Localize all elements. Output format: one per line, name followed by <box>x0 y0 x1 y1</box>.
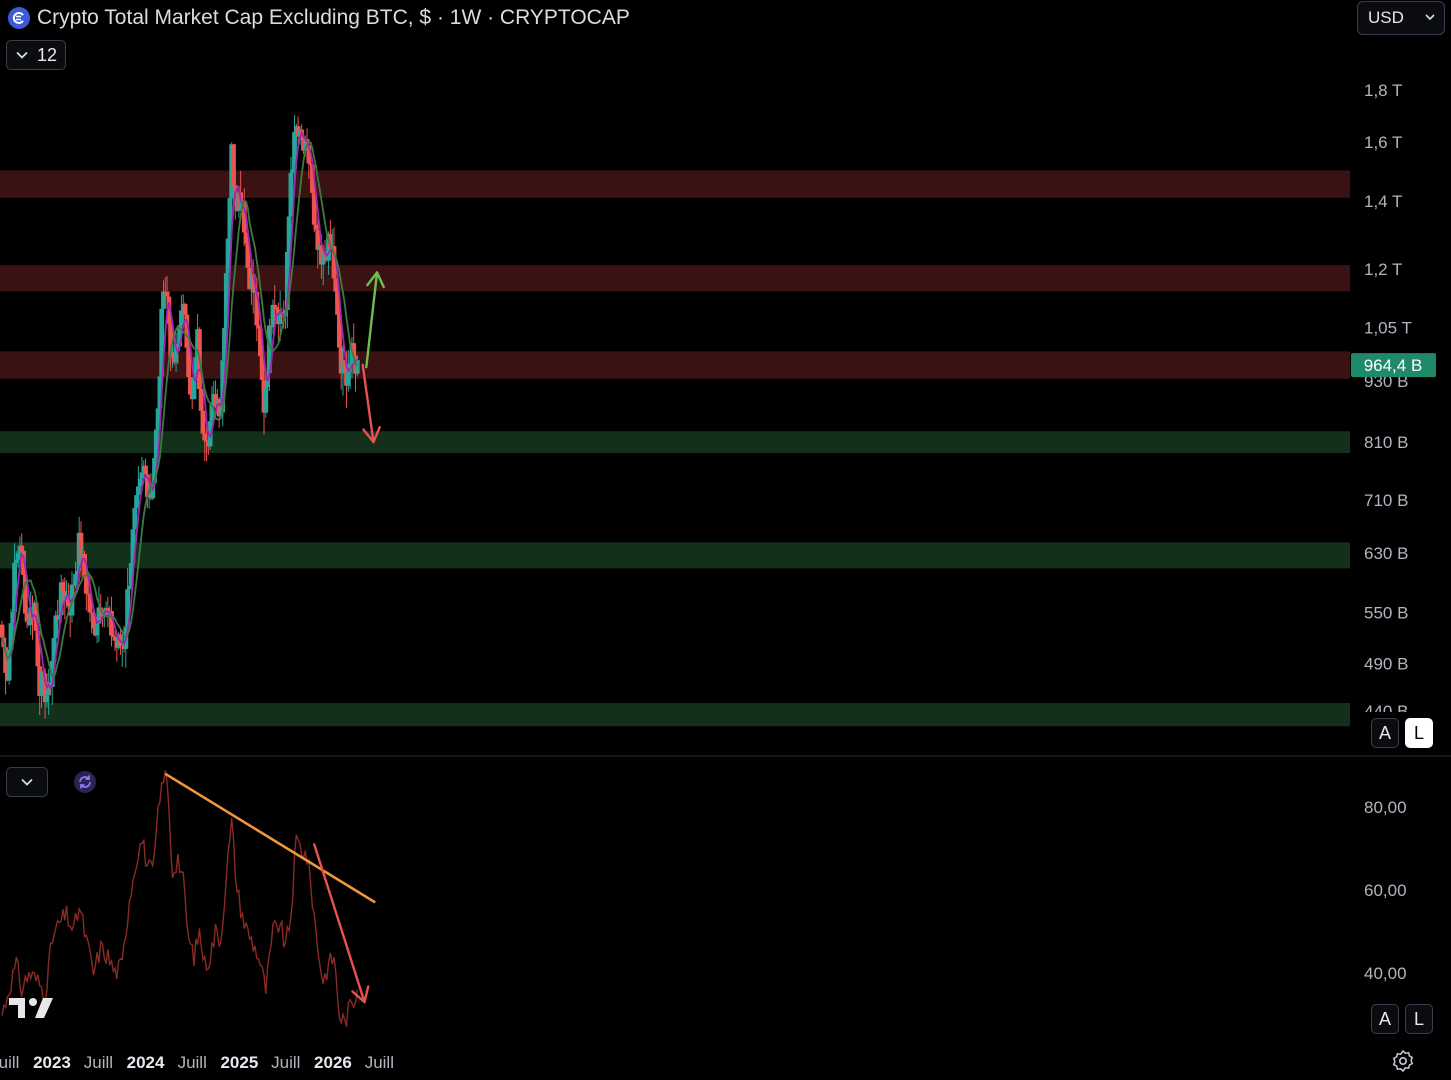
candle <box>315 216 321 269</box>
candle <box>135 466 141 509</box>
candle <box>336 299 342 357</box>
tradingview-logo-icon[interactable] <box>9 996 55 1025</box>
support-zone-5 <box>0 703 1350 727</box>
y-tick-label: 1,05 T <box>1364 319 1412 338</box>
chart-title: Crypto Total Market Cap Excluding BTC, $… <box>37 6 630 29</box>
last-price-label: 964,4 B <box>1364 356 1423 375</box>
candle <box>340 344 346 396</box>
candle <box>173 332 179 372</box>
x-tick-label: 2026 <box>314 1053 352 1072</box>
candle <box>78 521 84 578</box>
candle <box>73 561 78 589</box>
resistance-zone-1 <box>0 265 1350 292</box>
y-tick-label: 810 B <box>1364 433 1408 452</box>
candle <box>19 533 25 553</box>
candle <box>179 295 184 328</box>
candle <box>161 280 166 329</box>
candle <box>168 318 174 372</box>
y-tick-label: 1,6 T <box>1364 133 1402 152</box>
rsi-down-arrow-annotation <box>313 843 370 1004</box>
candle <box>96 586 102 642</box>
y-tick-label: 1,8 T <box>1364 81 1402 100</box>
chevron-down-icon <box>16 51 28 59</box>
candle <box>184 308 190 348</box>
rsi-y-tick-label: 40,00 <box>1364 964 1407 983</box>
candle <box>222 322 227 366</box>
candle <box>313 213 319 232</box>
candle <box>110 633 116 638</box>
currency-value: USD <box>1368 8 1404 27</box>
rsi-y-tick-label: 60,00 <box>1364 881 1407 900</box>
slow-moving-average-line <box>1 141 358 679</box>
up-arrow-annotation <box>365 271 385 369</box>
support-zone-4 <box>0 542 1350 569</box>
y-tick-label: 1,2 T <box>1364 260 1402 279</box>
x-tick-label: 2025 <box>220 1053 258 1072</box>
y-tick-label: 550 B <box>1364 604 1408 623</box>
chevron-down-icon <box>1425 14 1435 21</box>
candle <box>331 227 337 287</box>
rsi-y-tick-label: 80,00 <box>1364 798 1407 817</box>
candle <box>143 458 148 476</box>
rsi-pane-toggle-button[interactable] <box>6 767 48 797</box>
x-tick-label: Juill <box>0 1053 19 1072</box>
rsi-auto-scale-button[interactable]: A <box>1371 1004 1399 1034</box>
refresh-icon[interactable] <box>71 768 99 796</box>
candle <box>351 323 357 358</box>
candle <box>35 630 41 670</box>
rsi-log-scale-button[interactable]: L <box>1405 1004 1433 1034</box>
candle <box>12 543 17 626</box>
candle <box>266 318 272 392</box>
auto-scale-button[interactable]: A <box>1371 718 1399 748</box>
log-scale-button[interactable]: L <box>1405 718 1433 748</box>
candle <box>188 370 193 396</box>
currency-select[interactable]: USD <box>1357 1 1445 35</box>
down-arrow-annotation <box>361 363 381 444</box>
indicators-toggle-button[interactable]: 12 <box>6 40 66 70</box>
crypto-logo-icon <box>8 7 30 29</box>
candle <box>245 233 251 270</box>
x-tick-label: Juill <box>178 1053 207 1072</box>
candle <box>202 425 208 461</box>
fast-moving-average-line <box>1 130 358 690</box>
chart-header: Crypto Total Market Cap Excluding BTC, $… <box>8 4 630 32</box>
candle <box>46 668 52 716</box>
candle <box>227 189 233 258</box>
rsi-trendline <box>164 772 376 904</box>
last-price-badge <box>1351 353 1436 378</box>
chevron-down-icon <box>21 778 33 786</box>
candle <box>254 277 260 342</box>
resistance-zone-0 <box>0 170 1350 198</box>
rsi-line <box>1 770 358 1027</box>
candle <box>39 670 44 708</box>
y-tick-label: 630 B <box>1364 544 1408 563</box>
x-tick-label: 2024 <box>127 1053 165 1072</box>
x-tick-label: Juill <box>271 1053 300 1072</box>
settings-gear-icon[interactable] <box>1390 1048 1416 1074</box>
indicator-count: 12 <box>37 44 58 65</box>
x-tick-label: Juill <box>84 1053 113 1072</box>
x-tick-label: 2023 <box>33 1053 71 1072</box>
y-tick-label: 1,4 T <box>1364 192 1402 211</box>
x-tick-label: Juill <box>365 1053 394 1072</box>
y-tick-label: 490 B <box>1364 655 1408 674</box>
candle <box>311 180 317 233</box>
y-tick-label: 710 B <box>1364 491 1408 510</box>
candle <box>109 596 114 647</box>
candle <box>284 245 290 329</box>
candle <box>132 506 138 544</box>
support-zone-3 <box>0 431 1350 454</box>
candle <box>144 468 150 509</box>
